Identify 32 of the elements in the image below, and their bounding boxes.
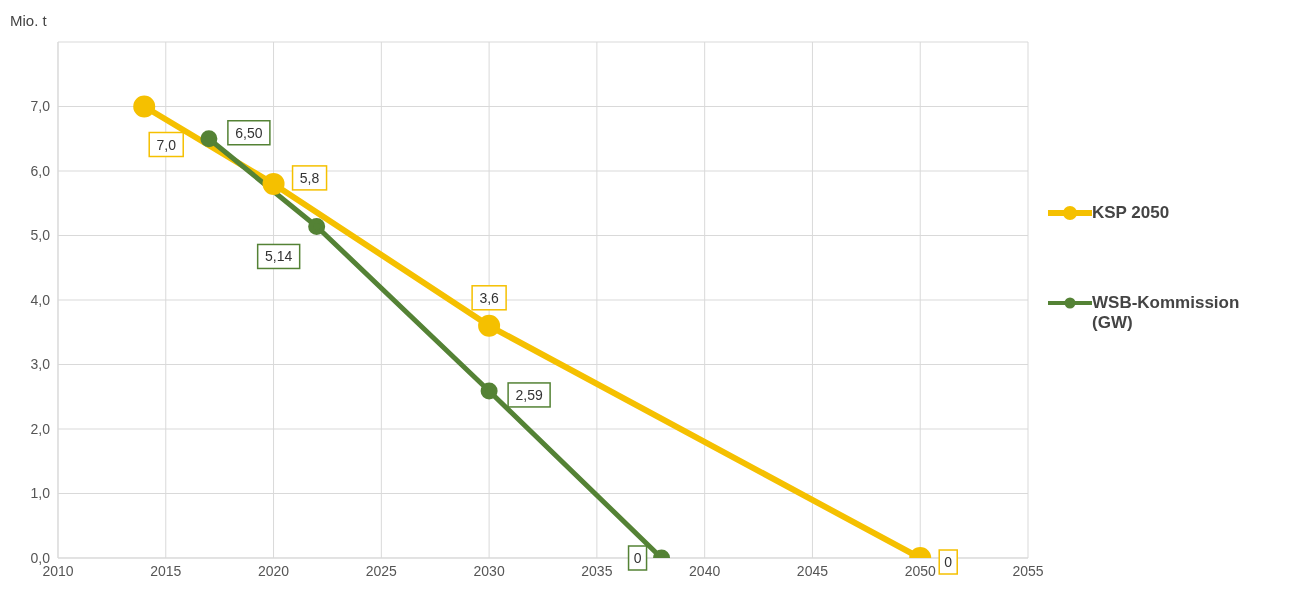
- y-tick-label: 5,0: [30, 227, 51, 244]
- x-tick-label: 2045: [796, 562, 829, 579]
- x-tick-label: 2050: [904, 562, 936, 579]
- data-label: 5,8: [299, 169, 320, 186]
- y-tick-label: 3,0: [30, 356, 51, 373]
- point: [200, 130, 218, 148]
- y-tick-label: 1,0: [30, 485, 51, 502]
- data-label: 0: [633, 550, 642, 566]
- x-tick-label: 2040: [689, 562, 721, 579]
- legend-label: WSB-Kommission (GW): [1092, 293, 1241, 333]
- point: [308, 217, 326, 235]
- x-tick-label: 2035: [581, 562, 613, 579]
- point: [133, 95, 156, 118]
- x-tick-label: 2055: [1012, 562, 1044, 579]
- point: [478, 314, 501, 337]
- y-tick-label: 2,0: [30, 420, 51, 437]
- point: [262, 172, 285, 195]
- data-label: 7,0: [156, 136, 177, 153]
- x-tick-label: 2025: [365, 562, 398, 579]
- y-axis-title: Mio. t: [10, 12, 47, 29]
- data-label: 0: [944, 554, 953, 570]
- data-label: 2,59: [515, 386, 543, 403]
- y-tick-label: 6,0: [30, 162, 51, 179]
- data-label: 3,6: [479, 289, 500, 306]
- y-tick-label: 7,0: [30, 98, 51, 115]
- data-label: 6,50: [235, 124, 263, 141]
- x-tick-label: 2015: [150, 562, 182, 579]
- data-label: 5,14: [265, 248, 293, 265]
- x-tick-label: 2020: [257, 562, 290, 579]
- legend-label: KSP 2050: [1092, 203, 1171, 223]
- x-tick-label: 2030: [473, 562, 505, 579]
- y-tick-label: 4,0: [30, 291, 51, 308]
